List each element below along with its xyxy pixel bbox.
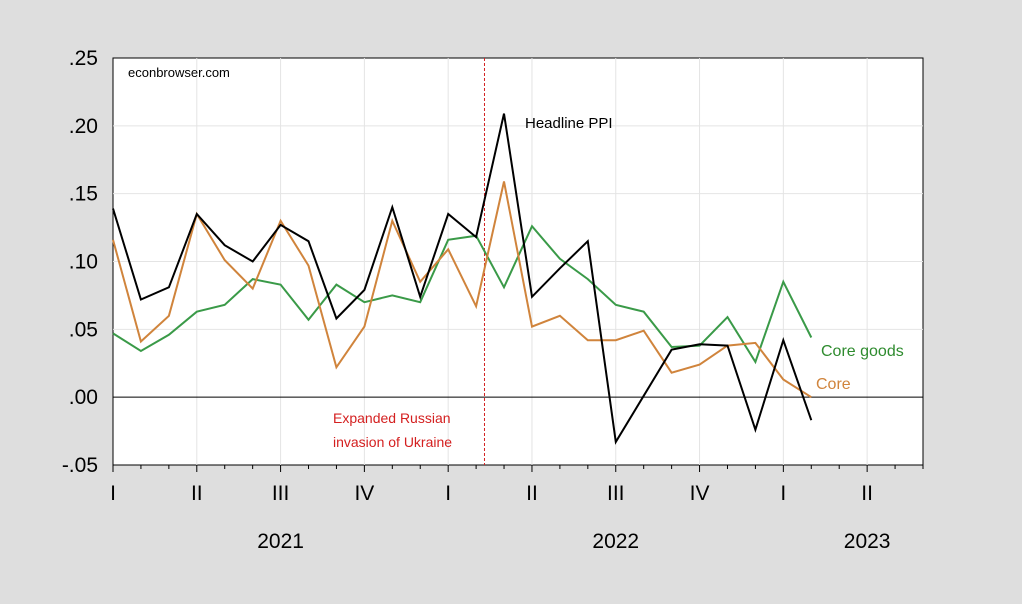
- y-tick-label: -.05: [62, 454, 98, 477]
- annotation-line1: Expanded Russian: [333, 410, 451, 426]
- y-tick-label: .25: [69, 47, 98, 70]
- annotation-line2: invasion of Ukraine: [333, 434, 452, 450]
- x-quarter-label: III: [272, 482, 290, 505]
- x-year-label: 2021: [257, 530, 304, 553]
- x-quarter-label: II: [861, 482, 873, 505]
- y-tick-label: .00: [69, 386, 98, 409]
- y-axis-ticks: .25 .20 .15 .10 .05 .00 -.05: [62, 47, 98, 477]
- x-quarter-label: IV: [690, 482, 710, 505]
- x-quarter-label: III: [607, 482, 625, 505]
- series-line-headline-ppi: [112, 113, 813, 445]
- y-tick-label: .20: [69, 115, 98, 138]
- y-tick-label: .10: [69, 251, 98, 274]
- series-label-core-goods: Core goods: [821, 343, 904, 360]
- x-quarter-label: II: [191, 482, 203, 505]
- series-label-headline-ppi: Headline PPI: [525, 115, 613, 132]
- y-tick-label: .05: [69, 318, 98, 341]
- source-note: econbrowser.com: [128, 65, 230, 80]
- x-quarter-label: II: [526, 482, 538, 505]
- x-quarter-label: I: [445, 482, 451, 505]
- series-label-core: Core: [816, 376, 851, 393]
- x-year-label: 2023: [844, 530, 891, 553]
- x-year-label: 2022: [592, 530, 639, 553]
- series-line-core: [112, 181, 812, 399]
- x-quarter-label: I: [780, 482, 786, 505]
- series-lines: [112, 113, 813, 445]
- y-tick-label: .15: [69, 183, 98, 206]
- x-quarter-label: I: [110, 482, 116, 505]
- x-quarter-label: IV: [354, 482, 374, 505]
